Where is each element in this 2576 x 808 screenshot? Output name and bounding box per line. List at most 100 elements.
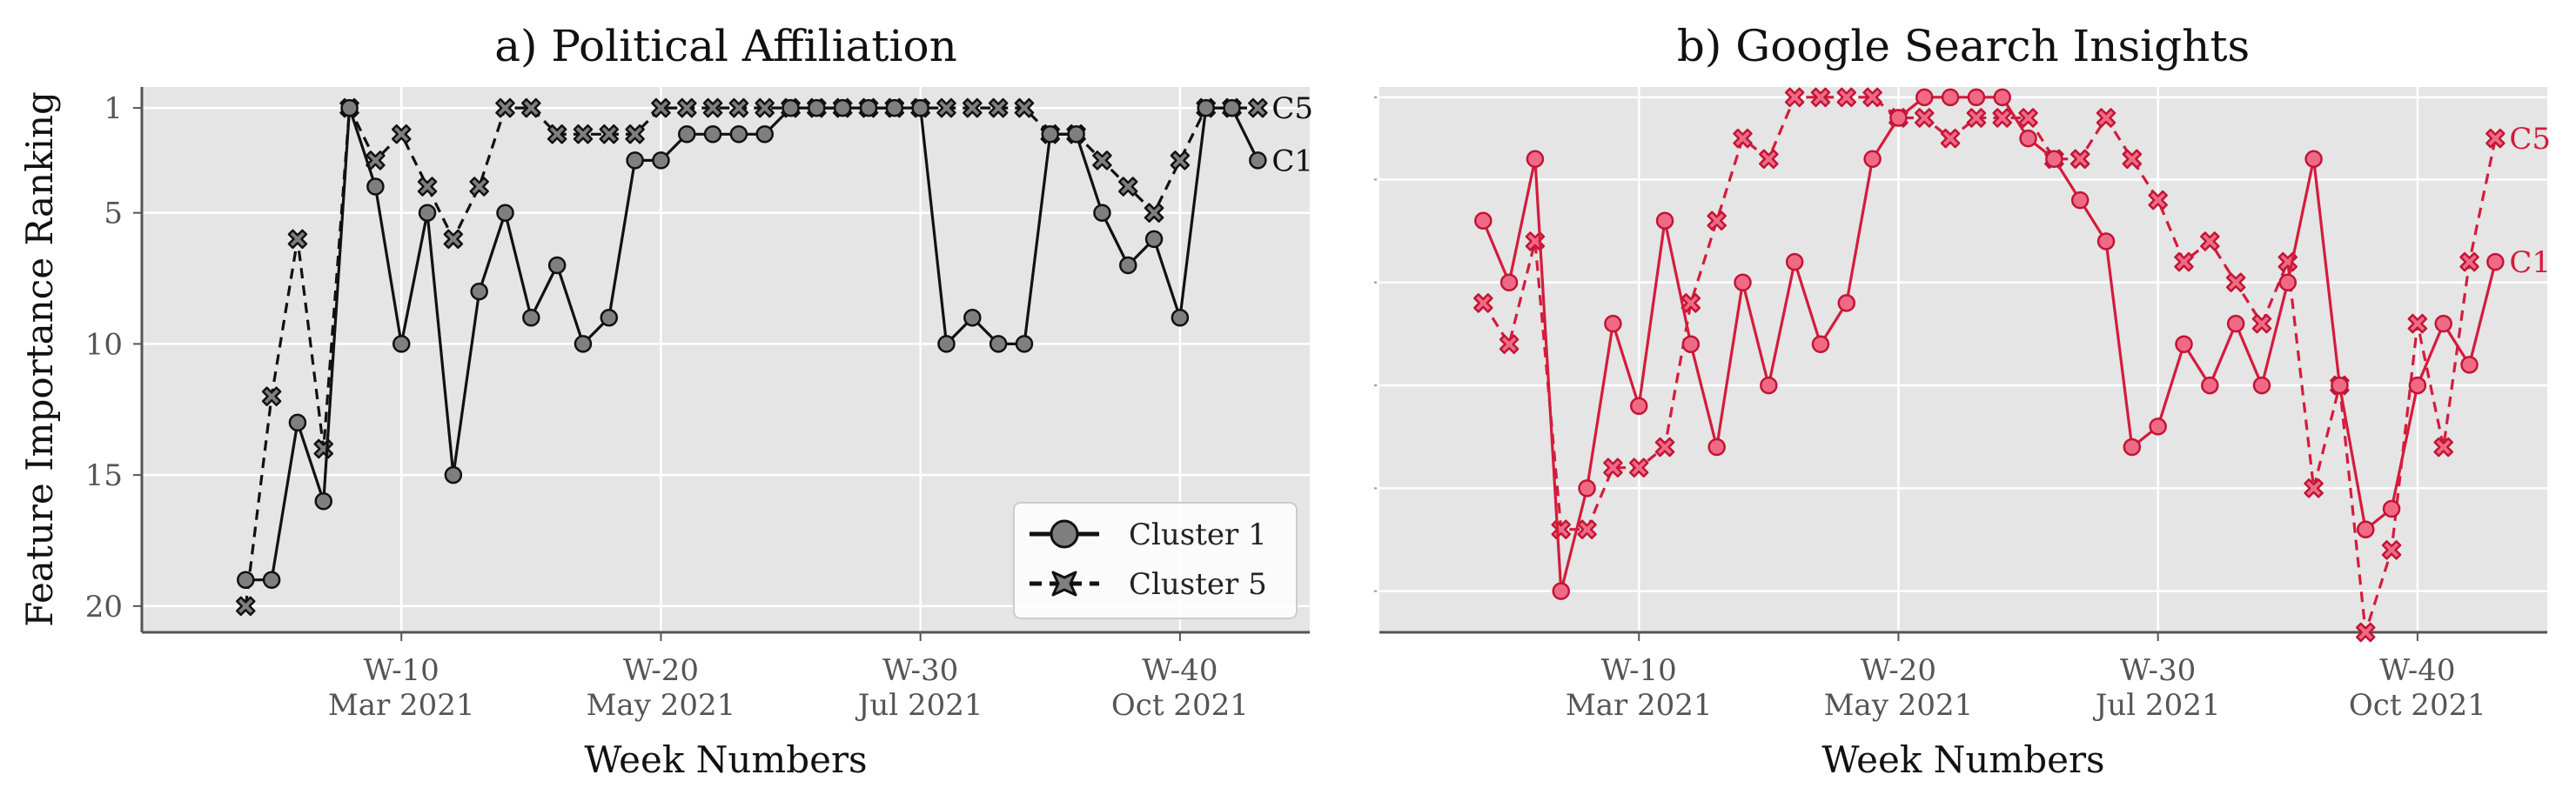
y-tick-label: 15 (85, 458, 123, 493)
data-point-cluster-5 (1784, 87, 1805, 108)
data-point-cluster-5 (1810, 87, 1831, 108)
grid-b (1379, 87, 2547, 632)
data-point-cluster-5 (2459, 251, 2479, 272)
data-point-cluster-1 (2175, 335, 2193, 354)
data-point-cluster-1 (1941, 88, 1960, 107)
data-point-cluster-1 (1837, 294, 1856, 312)
data-point-cluster-1 (885, 98, 904, 117)
plot-area-b (1379, 87, 2547, 632)
series-a: C5 C1 (236, 91, 1313, 617)
data-point-cluster-1 (2304, 150, 2323, 169)
data-point-cluster-5 (1654, 437, 1675, 457)
data-point-cluster-5 (1707, 210, 1727, 231)
data-point-cluster-5 (2070, 149, 2090, 170)
data-point-cluster-1 (626, 151, 644, 170)
x-tick-month-label: Mar 2021 (328, 688, 475, 723)
data-point-cluster-1 (2045, 150, 2063, 169)
data-point-cluster-5 (599, 124, 620, 144)
data-point-cluster-5 (702, 97, 723, 118)
data-point-cluster-1 (729, 125, 748, 144)
grid-a (142, 87, 1310, 632)
legend-box (1013, 502, 1298, 619)
data-point-cluster-1 (1578, 479, 1596, 497)
data-point-cluster-1 (755, 125, 774, 144)
series-end-label-cluster-5: C5 (2509, 122, 2551, 157)
data-point-cluster-1 (1249, 151, 1267, 170)
data-point-cluster-1 (1967, 88, 1986, 107)
data-point-cluster-1 (1093, 204, 1111, 222)
data-point-cluster-5 (2251, 313, 2272, 334)
data-point-cluster-5 (1499, 334, 1519, 355)
data-point-cluster-1 (1915, 88, 1934, 107)
data-point-cluster-5 (2122, 149, 2143, 170)
data-point-cluster-5 (2200, 231, 2220, 251)
data-point-cluster-1 (600, 309, 619, 327)
data-point-cluster-5 (1248, 97, 1268, 118)
x-axis-label-b: Week Numbers (1821, 738, 2104, 781)
data-point-cluster-5 (1992, 108, 2012, 128)
series-line-cluster-1 (245, 106, 1259, 582)
data-point-cluster-1 (262, 571, 281, 589)
y-ticks-b (1374, 96, 1377, 592)
legend-marker-cluster-5 (1051, 571, 1077, 597)
data-point-cluster-5 (2433, 437, 2453, 457)
data-point-cluster-5 (1862, 87, 1882, 108)
data-point-cluster-1 (2096, 232, 2116, 250)
x-tick-week-label: W-40 (1142, 653, 1218, 688)
x-tick-month-label: May 2021 (587, 688, 736, 723)
data-point-cluster-5 (1915, 108, 1935, 128)
x-tick-month-label: Mar 2021 (1566, 688, 1713, 723)
data-point-cluster-5 (391, 124, 412, 144)
series-line-cluster-5 (244, 106, 1258, 607)
data-point-cluster-5 (755, 97, 775, 118)
axes-a (140, 87, 1310, 634)
data-point-cluster-1 (1863, 150, 1882, 169)
data-point-cluster-5 (2148, 190, 2168, 210)
series-end-label-cluster-1: C1 (2509, 245, 2551, 280)
data-point-cluster-1 (288, 413, 307, 432)
x-axis-label-a: Week Numbers (584, 738, 867, 781)
data-point-cluster-1 (1993, 88, 2011, 107)
data-point-cluster-5 (2174, 251, 2194, 272)
data-point-cluster-1 (1015, 335, 1034, 353)
data-point-cluster-1 (418, 204, 437, 222)
data-point-cluster-5 (2225, 272, 2246, 293)
series-b: C5 C1 (1473, 87, 2551, 643)
data-point-cluster-1 (2201, 376, 2219, 395)
data-point-cluster-1 (444, 465, 463, 484)
data-point-cluster-1 (2123, 437, 2142, 457)
legend: Cluster 1 Cluster 5 (1013, 502, 1298, 619)
data-point-cluster-1 (1811, 335, 1830, 354)
data-point-cluster-1 (782, 98, 800, 117)
data-point-cluster-1 (1526, 150, 1545, 169)
y-axis-label-a: Feature Importance Ranking (18, 91, 61, 627)
data-point-cluster-1 (1889, 109, 1908, 127)
data-point-cluster-1 (911, 98, 929, 117)
x-tick-week-label: W-40 (2379, 653, 2455, 688)
data-point-cluster-5 (1733, 128, 1753, 149)
data-point-cluster-1 (1144, 230, 1164, 249)
data-point-cluster-1 (1197, 98, 1215, 117)
data-point-cluster-5 (1092, 150, 1112, 170)
x-tick-week-label: W-30 (2120, 653, 2196, 688)
data-point-cluster-5 (728, 97, 749, 118)
data-point-cluster-5 (963, 97, 983, 118)
data-point-cluster-1 (574, 335, 593, 353)
data-point-cluster-5 (521, 97, 541, 118)
x-tick-month-label: May 2021 (1824, 688, 1974, 723)
data-point-cluster-1 (1785, 252, 1804, 271)
x-tick-month-label: Jul 2021 (855, 688, 983, 723)
data-point-cluster-5 (236, 596, 256, 617)
data-point-cluster-5 (495, 97, 515, 118)
data-point-cluster-1 (859, 98, 878, 117)
data-point-cluster-5 (2485, 128, 2506, 149)
y-tick-label: 1 (104, 91, 123, 126)
data-point-cluster-1 (496, 204, 514, 222)
data-point-cluster-1 (1681, 335, 1701, 354)
y-tick-label: 5 (104, 197, 123, 231)
data-point-cluster-1 (2408, 376, 2427, 395)
data-point-cluster-1 (470, 282, 488, 301)
data-point-cluster-1 (703, 125, 722, 144)
